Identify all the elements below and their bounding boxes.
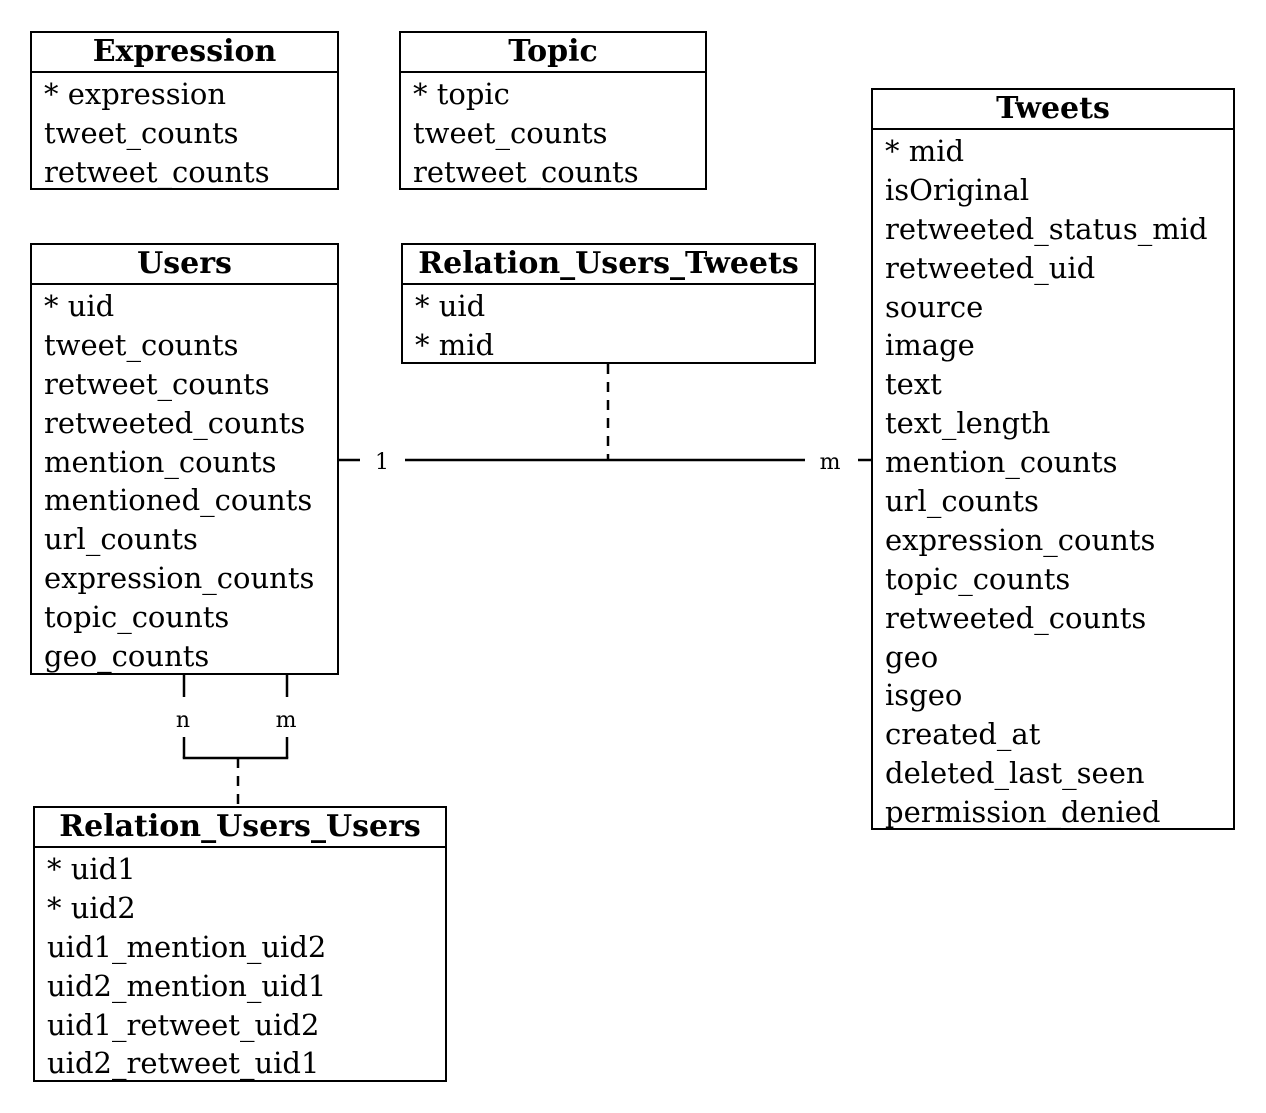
field-list: * topic tweet_counts retweet_counts bbox=[401, 73, 705, 192]
entity-title: Tweets bbox=[873, 90, 1233, 130]
entity-relation-users-users: Relation_Users_Users * uid1 * uid2 uid1_… bbox=[33, 806, 447, 1082]
field-item: isOriginal bbox=[885, 172, 1030, 207]
field-list: * uid1 * uid2 uid1_mention_uid2 uid2_men… bbox=[35, 848, 445, 1083]
field-item: * uid1 bbox=[47, 852, 136, 886]
field-item: text_length bbox=[885, 406, 1051, 441]
field-item: uid2_mention_uid1 bbox=[47, 968, 327, 1003]
entity-topic: Topic * topic tweet_counts retweet_count… bbox=[399, 31, 707, 190]
field-item: mention_counts bbox=[44, 444, 277, 479]
field-list: * uid tweet_counts retweet_counts retwee… bbox=[32, 285, 337, 676]
field-item: tweet_counts bbox=[44, 327, 239, 362]
field-item: retweeted_uid bbox=[885, 250, 1096, 285]
users-tweets-cardinality-tweets: m bbox=[820, 450, 841, 475]
entity-title: Relation_Users_Tweets bbox=[403, 245, 814, 285]
field-item: expression_counts bbox=[44, 561, 315, 596]
users-tweets-cardinality-users: 1 bbox=[375, 450, 389, 475]
entity-relation-users-tweets: Relation_Users_Tweets * uid * mid bbox=[401, 243, 816, 364]
field-item: retweeted_counts bbox=[44, 405, 306, 440]
field-item: url_counts bbox=[885, 484, 1039, 519]
field-item: source bbox=[885, 289, 984, 324]
field-item: * uid2 bbox=[47, 890, 136, 925]
field-item: retweet_counts bbox=[44, 366, 270, 401]
entity-title: Topic bbox=[401, 33, 705, 73]
entity-title: Expression bbox=[32, 33, 337, 73]
entity-title: Relation_Users_Users bbox=[35, 808, 445, 848]
field-item: retweet_counts bbox=[413, 154, 639, 189]
field-item: image bbox=[885, 328, 975, 363]
field-list: * expression tweet_counts retweet_counts bbox=[32, 73, 337, 192]
field-item: expression_counts bbox=[885, 522, 1156, 557]
field-item: uid2_retweet_uid1 bbox=[47, 1046, 320, 1081]
field-item: geo_counts bbox=[44, 639, 210, 674]
field-list: * uid * mid bbox=[403, 285, 814, 365]
field-list: * mid isOriginal retweeted_status_mid re… bbox=[873, 130, 1233, 832]
field-item: mention_counts bbox=[885, 445, 1118, 480]
field-item: * uid bbox=[44, 289, 115, 323]
field-item: isgeo bbox=[885, 678, 963, 713]
field-item: * uid bbox=[415, 289, 486, 323]
entity-title: Users bbox=[32, 245, 337, 285]
field-item: url_counts bbox=[44, 522, 198, 557]
field-item: permission_denied bbox=[885, 795, 1161, 830]
field-item: text bbox=[885, 367, 942, 402]
field-item: topic_counts bbox=[885, 561, 1071, 596]
entity-users: Users * uid tweet_counts retweet_counts … bbox=[30, 243, 339, 675]
field-item: retweeted_counts bbox=[885, 600, 1147, 635]
users-users-cardinality-m: m bbox=[276, 708, 297, 733]
field-item: * topic bbox=[413, 77, 510, 111]
field-item: topic_counts bbox=[44, 600, 230, 635]
field-item: * mid bbox=[415, 327, 495, 362]
field-item: * mid bbox=[885, 134, 965, 168]
field-item: uid1_retweet_uid2 bbox=[47, 1007, 320, 1042]
field-item: retweeted_status_mid bbox=[885, 211, 1208, 246]
field-item: deleted_last_seen bbox=[885, 756, 1145, 791]
entity-tweets: Tweets * mid isOriginal retweeted_status… bbox=[871, 88, 1235, 830]
field-item: created_at bbox=[885, 717, 1041, 752]
users-users-cardinality-n: n bbox=[176, 708, 190, 733]
entity-expression: Expression * expression tweet_counts ret… bbox=[30, 31, 339, 190]
field-item: geo bbox=[885, 639, 939, 674]
field-item: retweet_counts bbox=[44, 154, 270, 189]
field-item: tweet_counts bbox=[413, 115, 608, 150]
field-item: * expression bbox=[44, 77, 227, 111]
field-item: mentioned_counts bbox=[44, 483, 313, 518]
field-item: uid1_mention_uid2 bbox=[47, 929, 327, 964]
field-item: tweet_counts bbox=[44, 115, 239, 150]
